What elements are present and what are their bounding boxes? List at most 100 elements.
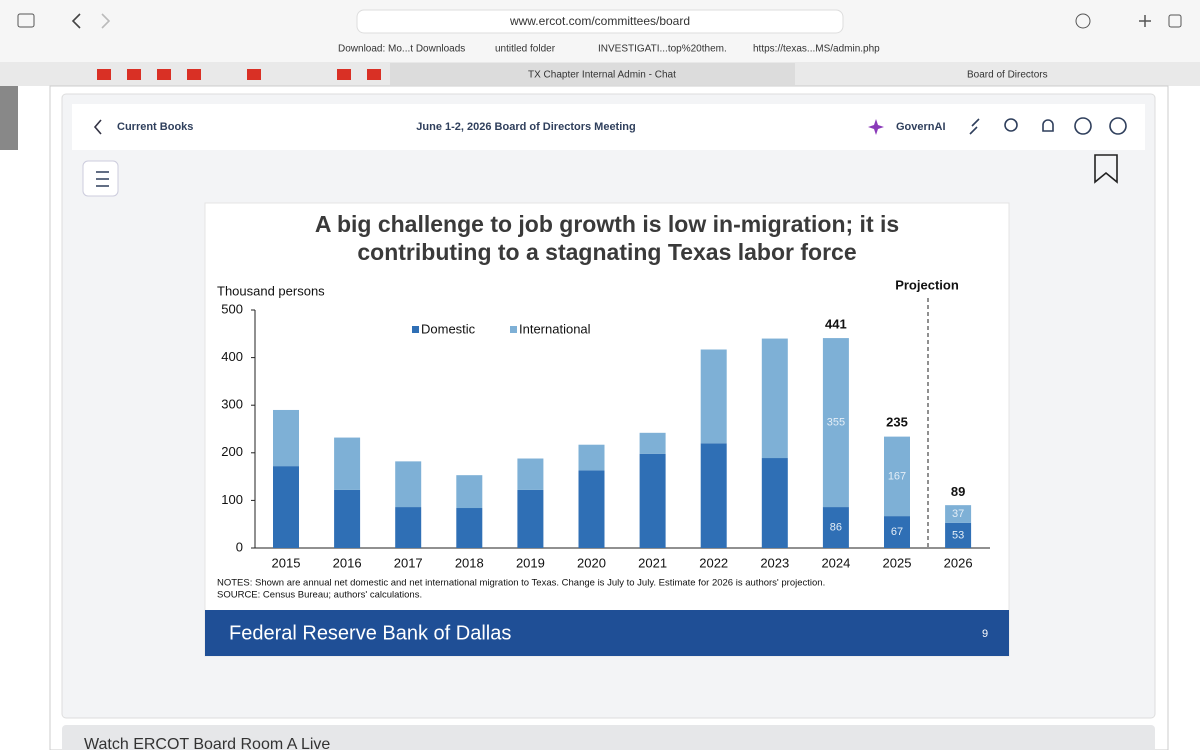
legend-swatch xyxy=(412,326,419,333)
x-tick-label: 2022 xyxy=(699,555,728,570)
account[interactable] xyxy=(1109,117,1127,135)
live-title[interactable]: Watch ERCOT Board Room A Live xyxy=(84,736,330,753)
assistant[interactable]: GovernAI xyxy=(896,121,946,133)
x-tick-label: 2016 xyxy=(333,555,362,570)
bar-segment xyxy=(700,443,727,548)
tab-icon[interactable] xyxy=(247,69,261,80)
bar-segment xyxy=(884,516,910,548)
bar-segment xyxy=(273,466,299,548)
bar-segment xyxy=(456,475,483,509)
back-button[interactable] xyxy=(71,13,81,29)
data-label: 37 xyxy=(952,508,964,520)
x-tick-label: 2021 xyxy=(638,555,667,570)
ai-icon[interactable] xyxy=(868,119,884,135)
x-tick-label: 2023 xyxy=(760,555,789,570)
chart-title: A big challenge to job growth is low in-… xyxy=(315,211,899,237)
x-tick-label: 2015 xyxy=(272,555,301,570)
collapse[interactable] xyxy=(969,118,980,135)
y-tick-label: 400 xyxy=(221,349,243,364)
url: www.ercot.com/committees/board xyxy=(509,14,690,28)
source: SOURCE: Census Bureau; authors' calculat… xyxy=(217,590,422,601)
bar-segment xyxy=(884,436,910,517)
data-label: 53 xyxy=(952,529,964,541)
bar-segment xyxy=(945,522,972,548)
bar-segment xyxy=(761,458,788,548)
tab-icon[interactable] xyxy=(367,69,381,80)
x-tick-label: 2026 xyxy=(944,555,973,570)
legend-swatch xyxy=(510,326,517,333)
x-tick-label: 2025 xyxy=(883,555,912,570)
notifications[interactable] xyxy=(1042,119,1054,132)
bar-segment xyxy=(334,437,361,490)
bar-segment xyxy=(578,470,605,548)
bar-segment xyxy=(273,409,299,467)
viewer-header xyxy=(72,104,1145,150)
bookmark[interactable]: Download: Mo...t Downloads xyxy=(338,44,465,55)
x-tick-label: 2018 xyxy=(455,555,484,570)
bar-segment xyxy=(639,453,666,548)
slide xyxy=(204,202,1010,657)
bar-segment xyxy=(945,505,972,523)
tab-icon[interactable] xyxy=(97,69,111,80)
chart-title: contributing to a stagnating Texas labor… xyxy=(357,239,856,265)
help[interactable] xyxy=(1074,117,1092,135)
y-tick-label: 0 xyxy=(236,539,243,554)
sidebar-button[interactable] xyxy=(17,13,35,28)
bar-segment xyxy=(517,489,544,548)
side-strip xyxy=(0,86,18,150)
bar-segment xyxy=(761,338,788,459)
bookmark[interactable]: INVESTIGATI...top%20them. xyxy=(598,44,727,55)
tab-icon[interactable] xyxy=(157,69,171,80)
bar-segment xyxy=(639,432,666,454)
slide-footer xyxy=(205,610,1009,656)
downloads[interactable] xyxy=(1075,13,1091,29)
tab-icon[interactable] xyxy=(337,69,351,80)
live-panel xyxy=(62,725,1155,755)
bookmark-page[interactable] xyxy=(1094,154,1118,184)
bar-segment xyxy=(822,507,849,548)
toc-icon xyxy=(96,171,109,187)
x-tick-label: 2020 xyxy=(577,555,606,570)
back-link[interactable]: Current Books xyxy=(117,121,193,133)
bookmark[interactable]: https://texas...MS/admin.php xyxy=(753,44,880,55)
y-tick-label: 100 xyxy=(221,492,243,507)
total-label: 89 xyxy=(951,484,965,499)
address-bar[interactable] xyxy=(356,9,844,34)
back-icon[interactable] xyxy=(93,119,102,135)
notes: NOTES: Shown are annual net domestic and… xyxy=(217,578,825,589)
legend-label: International xyxy=(519,321,591,336)
chart: 0 100 200 300 400 500 2015 2016 2017 2018 2019 2020… xyxy=(221,301,990,570)
total-label: 441 xyxy=(825,317,847,332)
tab[interactable] xyxy=(390,63,795,85)
forward-button[interactable] xyxy=(101,13,111,29)
tab-title[interactable]: TX Chapter Internal Admin - Chat xyxy=(528,70,676,81)
bar-segment xyxy=(578,444,605,471)
bar-segment xyxy=(395,507,422,548)
bar-segment xyxy=(395,461,422,508)
meeting-title: June 1-2, 2026 Board of Directors Meetin… xyxy=(416,121,635,133)
x-tick-label: 2017 xyxy=(394,555,423,570)
bar-segment xyxy=(517,458,544,490)
tab-icon[interactable] xyxy=(187,69,201,80)
legend-label: Domestic xyxy=(421,321,476,336)
total-label: 235 xyxy=(886,415,908,430)
page-number: 9 xyxy=(982,628,988,640)
axis-label: Thousand persons xyxy=(217,283,325,298)
bar-segment xyxy=(822,338,849,508)
tab-icon[interactable] xyxy=(127,69,141,80)
data-label: 167 xyxy=(888,470,906,482)
data-label: 86 xyxy=(830,521,842,533)
tab-title[interactable]: Board of Directors xyxy=(967,70,1048,81)
y-tick-label: 200 xyxy=(221,444,243,459)
x-tick-label: 2019 xyxy=(516,555,545,570)
bookmark[interactable]: untitled folder xyxy=(495,44,556,55)
bar-segment xyxy=(334,489,361,548)
footer-text: Federal Reserve Bank of Dallas xyxy=(229,622,511,644)
y-tick-label: 300 xyxy=(221,397,243,412)
tabs-overview[interactable] xyxy=(1168,14,1182,28)
bar-segment xyxy=(700,349,727,444)
new-tab[interactable] xyxy=(1139,15,1151,27)
search[interactable] xyxy=(1004,118,1018,132)
